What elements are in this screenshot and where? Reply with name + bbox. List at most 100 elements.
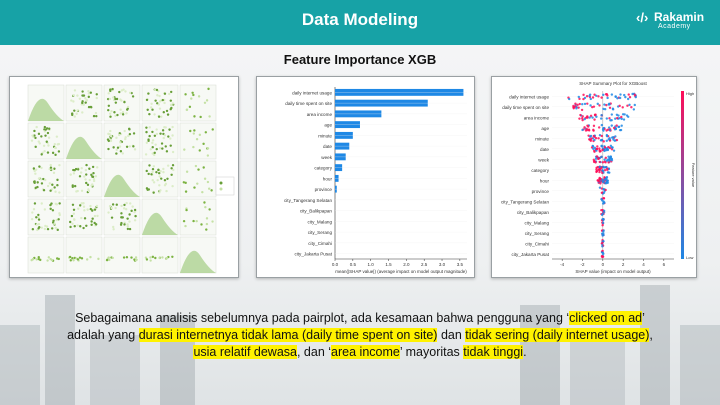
scatter-point: [184, 224, 187, 228]
scatter-point: [80, 167, 83, 170]
shap-point: [592, 124, 596, 128]
scatter-point: [89, 207, 92, 211]
scatter-point: [79, 171, 83, 174]
scatter-point: [119, 150, 123, 153]
feature-label: city_Serang: [525, 231, 550, 236]
scatter-point: [197, 95, 201, 98]
scatter-point: [195, 138, 199, 141]
scatter-point: [162, 170, 165, 174]
scatter-point: [159, 170, 162, 173]
caption-segment: .: [523, 345, 527, 359]
scatter-point: [38, 142, 41, 145]
scatter-point: [196, 182, 199, 185]
scatter-point: [40, 202, 43, 205]
feature-label: age: [541, 126, 549, 131]
shap-point: [605, 165, 608, 169]
scatter-point: [90, 220, 93, 223]
feature-label: daily internet usage: [509, 94, 549, 99]
shap-bar-chart: daily internet usage daily time spent on …: [256, 76, 475, 278]
scatter-point: [123, 129, 126, 133]
shap-point: [616, 116, 619, 120]
scatter-point: [47, 136, 51, 139]
scatter-point: [200, 223, 203, 226]
scatter-point: [166, 177, 169, 181]
scatter-point: [204, 205, 207, 209]
scatter-point: [123, 100, 126, 104]
shap-point: [618, 117, 621, 120]
scatter-point: [148, 134, 151, 138]
scatter-point: [128, 132, 132, 136]
shap-point: [587, 125, 590, 128]
scatter-point: [91, 217, 94, 220]
scatter-point: [163, 92, 167, 95]
shap-point: [608, 129, 612, 132]
shap-point: [605, 139, 608, 142]
scatter-point: [72, 172, 76, 175]
feature-label: date: [540, 147, 549, 152]
shap-point: [627, 115, 630, 118]
density-curve: [180, 250, 216, 273]
shap-point: [602, 140, 605, 143]
scatter-point: [77, 207, 80, 210]
shap-point: [631, 92, 634, 96]
shap-point: [602, 93, 605, 97]
caption-segment: ,: [649, 328, 653, 342]
shap-point: [607, 145, 610, 149]
density-curve: [142, 212, 178, 235]
scatter-point: [121, 152, 124, 155]
shap-point: [591, 144, 594, 148]
scatter-point: [124, 208, 128, 211]
shap-point: [596, 165, 599, 169]
shap-point: [598, 147, 601, 150]
pairplot-cell: [65, 160, 103, 198]
scatter-point: [185, 170, 189, 173]
scatter-point: [46, 184, 50, 188]
shap-point: [583, 96, 587, 100]
scatter-point: [49, 207, 52, 211]
scatter-point: [107, 92, 110, 95]
x-tick-label: 2: [622, 262, 625, 267]
shap-point: [592, 105, 596, 108]
scatter-point: [49, 163, 52, 167]
scatter-point: [115, 148, 118, 152]
scatter-point: [87, 105, 91, 109]
scatter-point: [207, 87, 210, 91]
scatter-point: [122, 256, 126, 259]
scatter-point: [169, 137, 172, 140]
scatter-point: [109, 89, 112, 93]
shap-point: [628, 103, 631, 107]
shap-point: [630, 105, 633, 109]
scatter-point: [57, 150, 61, 153]
scatter-point: [109, 115, 112, 118]
scatter-point: [128, 213, 131, 216]
scatter-point: [116, 146, 120, 149]
scatter-point: [171, 125, 174, 129]
scatter-point: [126, 225, 129, 228]
shap-point: [602, 191, 606, 194]
shap-point: [598, 104, 601, 107]
scatter-point: [125, 145, 129, 149]
bar-label: city_Serang: [308, 230, 333, 235]
scatter-point: [152, 181, 156, 184]
shap-point: [593, 146, 597, 150]
bar-label: hour: [323, 176, 333, 181]
scatter-point: [110, 216, 114, 219]
scatter-point: [69, 259, 72, 262]
scatter-point: [87, 95, 91, 99]
scatter-point: [133, 148, 137, 151]
scatter-point: [46, 151, 50, 154]
pairplot-cell: [103, 236, 141, 274]
shap-point: [591, 96, 595, 99]
scatter-point: [155, 128, 158, 131]
scatter-point: [32, 208, 36, 211]
scatter-point: [120, 89, 124, 92]
scatter-point: [50, 258, 54, 262]
scatter-point: [37, 177, 41, 180]
shap-point: [600, 96, 603, 99]
shap-point: [609, 144, 613, 148]
shap-point: [612, 126, 616, 130]
scatter-point: [150, 102, 153, 105]
scatter-point: [52, 171, 56, 175]
pairplot-cell: [179, 84, 217, 122]
scatter-point: [35, 216, 38, 219]
